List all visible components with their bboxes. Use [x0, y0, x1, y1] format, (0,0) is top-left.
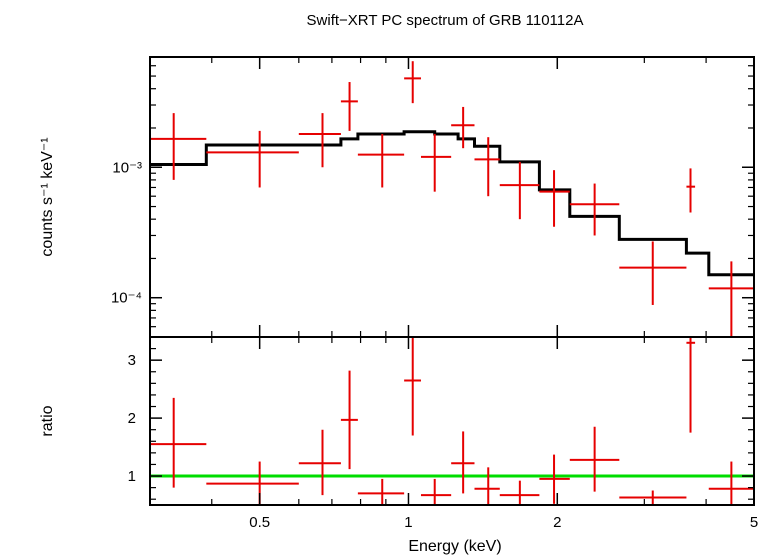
- spectrum-data-point: [708, 261, 754, 337]
- spectrum-y-axis-label: counts s⁻¹ keV⁻¹: [39, 137, 56, 256]
- model-step-line: [150, 130, 754, 277]
- ratio-data-point: [340, 370, 358, 470]
- x-tick-label: 1: [404, 514, 412, 531]
- spectrum-data-point: [686, 168, 696, 213]
- x-tick-label: 5: [750, 514, 758, 531]
- ratio-data-point: [619, 490, 687, 505]
- spectrum-data-point: [451, 106, 475, 149]
- ratio-data-point: [499, 480, 540, 505]
- spectrum-data-point: [420, 133, 452, 192]
- y-tick-label: 10⁻⁴: [111, 290, 142, 307]
- ratio-data-point: [298, 429, 341, 496]
- chart-title: Swift−XRT PC spectrum of GRB 110112A: [307, 12, 584, 29]
- spectrum-data-point: [539, 170, 570, 227]
- spectrum-data-point: [298, 113, 341, 168]
- spectrum-data-point: [619, 241, 687, 305]
- spectrum-panel: 10⁻³ 10⁻⁴: [111, 56, 754, 338]
- x-tick-label: 0.5: [249, 514, 270, 531]
- ratio-data-point: [451, 431, 475, 494]
- spectrum-data-point: [474, 137, 500, 197]
- spectrum-plot-frame: [149, 56, 755, 338]
- ratio-panel: 1 2 3: [128, 337, 754, 505]
- ratio-plot-frame: [149, 336, 755, 506]
- y-tick-label: 2: [128, 410, 136, 427]
- x-tick-label: 2: [553, 514, 561, 531]
- spectrum-data-point: [206, 130, 299, 188]
- ratio-data-point: [206, 461, 299, 505]
- ratio-data-point: [150, 397, 207, 488]
- ratio-y-axis-label: ratio: [39, 405, 56, 436]
- ratio-data-point: [708, 461, 754, 505]
- ratio-data-point: [569, 426, 620, 492]
- spectrum-data-point: [357, 133, 405, 188]
- ratio-data-point: [404, 337, 421, 436]
- y-tick-label: 10⁻³: [112, 159, 142, 176]
- y-tick-label: 1: [128, 468, 136, 485]
- spectrum-data-point: [340, 82, 358, 131]
- spectrum-data-point: [150, 113, 207, 180]
- spectrum-data-point: [499, 161, 540, 220]
- ratio-data-point: [474, 467, 500, 505]
- ratio-data-point: [686, 337, 696, 433]
- ratio-data-point: [420, 478, 452, 505]
- x-axis-label: Energy (keV): [408, 538, 501, 555]
- spectrum-data-point: [404, 61, 421, 104]
- y-tick-label: 3: [128, 352, 136, 369]
- ratio-data-point: [357, 478, 405, 505]
- ratio-data-point: [539, 454, 570, 504]
- spectrum-data-point: [569, 183, 620, 236]
